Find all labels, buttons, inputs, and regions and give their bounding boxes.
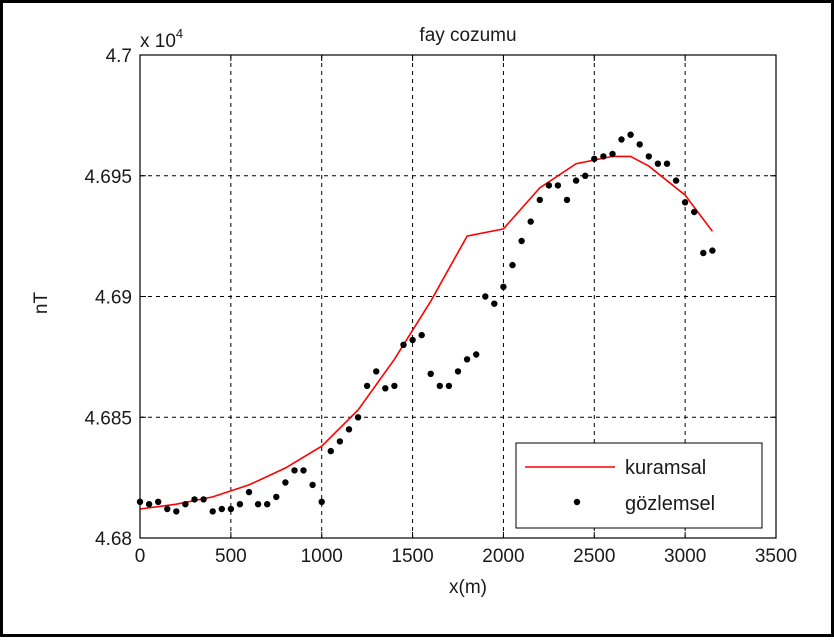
y-tick-label: 4.69 bbox=[95, 288, 132, 309]
data-point-gozlemsel bbox=[200, 496, 207, 503]
data-point-gozlemsel bbox=[418, 331, 425, 339]
x-tick-label: 2500 bbox=[573, 546, 615, 567]
data-point-gozlemsel bbox=[536, 196, 543, 204]
data-point-gozlemsel bbox=[227, 505, 235, 513]
y-axis-label: nT bbox=[31, 292, 52, 315]
y-exponent-power: 4 bbox=[176, 26, 183, 41]
data-point-gozlemsel bbox=[354, 414, 362, 421]
data-point-gozlemsel bbox=[700, 249, 707, 257]
x-tick-label: 1000 bbox=[301, 546, 343, 567]
tick-layer: 0 500 1000 1500 2000 2500 3000 3500 4.68 4.685 4.6… bbox=[84, 46, 797, 567]
legend-box bbox=[515, 442, 763, 529]
x-tick-label: 500 bbox=[215, 546, 247, 567]
data-point-gozlemsel bbox=[391, 382, 398, 390]
grid bbox=[140, 55, 776, 538]
y-tick-label: 4.695 bbox=[84, 167, 132, 188]
series-line-kuramsal bbox=[139, 155, 714, 510]
data-point-gozlemsel bbox=[209, 508, 216, 515]
data-point-gozlemsel bbox=[345, 426, 353, 433]
data-point-gozlemsel bbox=[282, 479, 289, 486]
data-point-gozlemsel bbox=[672, 177, 680, 184]
legend: kuramsal gözlemsel bbox=[515, 442, 763, 529]
data-point-gozlemsel bbox=[273, 493, 280, 501]
data-point-gozlemsel bbox=[164, 505, 171, 513]
data-point-gozlemsel bbox=[400, 341, 407, 348]
x-tick-label: 0 bbox=[135, 546, 146, 567]
x-tick-label: 3500 bbox=[755, 546, 797, 567]
x-axis-label: x(m) bbox=[449, 577, 487, 598]
data-point-gozlemsel bbox=[318, 498, 325, 505]
data-point-gozlemsel bbox=[454, 368, 462, 375]
data-point-gozlemsel bbox=[572, 177, 580, 184]
data-point-gozlemsel bbox=[645, 153, 652, 160]
data-point-gozlemsel bbox=[363, 382, 371, 390]
data-point-gozlemsel bbox=[264, 501, 271, 508]
data-point-gozlemsel bbox=[518, 237, 525, 245]
data-point-gozlemsel bbox=[691, 208, 698, 216]
data-point-gozlemsel bbox=[527, 218, 534, 225]
data-point-gozlemsel bbox=[618, 136, 625, 143]
chart: 0 500 1000 1500 2000 2500 3000 3500 4.68 4.685 4.6… bbox=[31, 25, 797, 598]
series-layer bbox=[136, 131, 716, 515]
legend-label-kuramsal: kuramsal bbox=[625, 457, 706, 479]
x-tick-label: 1500 bbox=[391, 546, 433, 567]
data-point-gozlemsel bbox=[373, 368, 380, 375]
data-point-gozlemsel bbox=[600, 153, 607, 160]
x-tick-label: 2000 bbox=[482, 546, 524, 567]
y-axis-exponent: x 104 bbox=[140, 26, 183, 52]
data-point-gozlemsel bbox=[191, 496, 198, 503]
data-point-gozlemsel bbox=[500, 283, 507, 290]
data-point-gozlemsel bbox=[382, 385, 389, 392]
data-point-gozlemsel bbox=[582, 172, 589, 179]
data-point-gozlemsel bbox=[563, 196, 571, 204]
data-point-gozlemsel bbox=[491, 300, 498, 307]
data-point-gozlemsel bbox=[545, 182, 553, 189]
data-point-gozlemsel bbox=[663, 160, 671, 167]
data-point-gozlemsel bbox=[218, 505, 225, 513]
data-point-gozlemsel bbox=[463, 356, 471, 363]
data-point-gozlemsel bbox=[327, 447, 334, 455]
data-point-gozlemsel bbox=[554, 182, 562, 189]
y-exponent-base: x 10 bbox=[140, 31, 176, 52]
y-tick-label: 4.685 bbox=[84, 408, 132, 429]
data-point-gozlemsel bbox=[245, 488, 253, 496]
data-point-gozlemsel bbox=[291, 467, 298, 474]
data-point-gozlemsel bbox=[173, 508, 180, 515]
data-point-gozlemsel bbox=[236, 501, 244, 508]
data-point-gozlemsel bbox=[436, 382, 443, 390]
y-tick-label: 4.7 bbox=[106, 46, 132, 67]
data-point-gozlemsel bbox=[482, 293, 489, 300]
data-point-gozlemsel bbox=[509, 261, 516, 269]
data-point-gozlemsel bbox=[681, 199, 689, 206]
data-point-gozlemsel bbox=[627, 131, 634, 138]
data-point-gozlemsel bbox=[409, 336, 416, 344]
data-point-gozlemsel bbox=[145, 501, 153, 508]
data-point-gozlemsel bbox=[709, 247, 716, 254]
chart-title: fay cozumu bbox=[419, 25, 516, 46]
data-point-gozlemsel bbox=[254, 501, 262, 508]
y-tick-label: 4.68 bbox=[95, 529, 132, 550]
data-point-gozlemsel bbox=[609, 150, 616, 158]
data-point-gozlemsel bbox=[473, 351, 480, 358]
legend-marker-gozlemsel bbox=[573, 498, 581, 506]
data-point-gozlemsel bbox=[300, 467, 307, 474]
data-point-gozlemsel bbox=[445, 382, 453, 390]
data-point-gozlemsel bbox=[427, 370, 434, 377]
data-point-gozlemsel bbox=[336, 438, 344, 445]
data-point-gozlemsel bbox=[309, 481, 316, 489]
x-tick-label: 3000 bbox=[664, 546, 706, 567]
data-point-gozlemsel bbox=[591, 155, 598, 162]
legend-label-gozlemsel: gözlemsel bbox=[625, 493, 715, 515]
data-point-gozlemsel bbox=[155, 498, 162, 505]
data-point-gozlemsel bbox=[636, 141, 643, 148]
data-point-gozlemsel bbox=[654, 160, 662, 167]
data-point-gozlemsel bbox=[182, 501, 189, 508]
